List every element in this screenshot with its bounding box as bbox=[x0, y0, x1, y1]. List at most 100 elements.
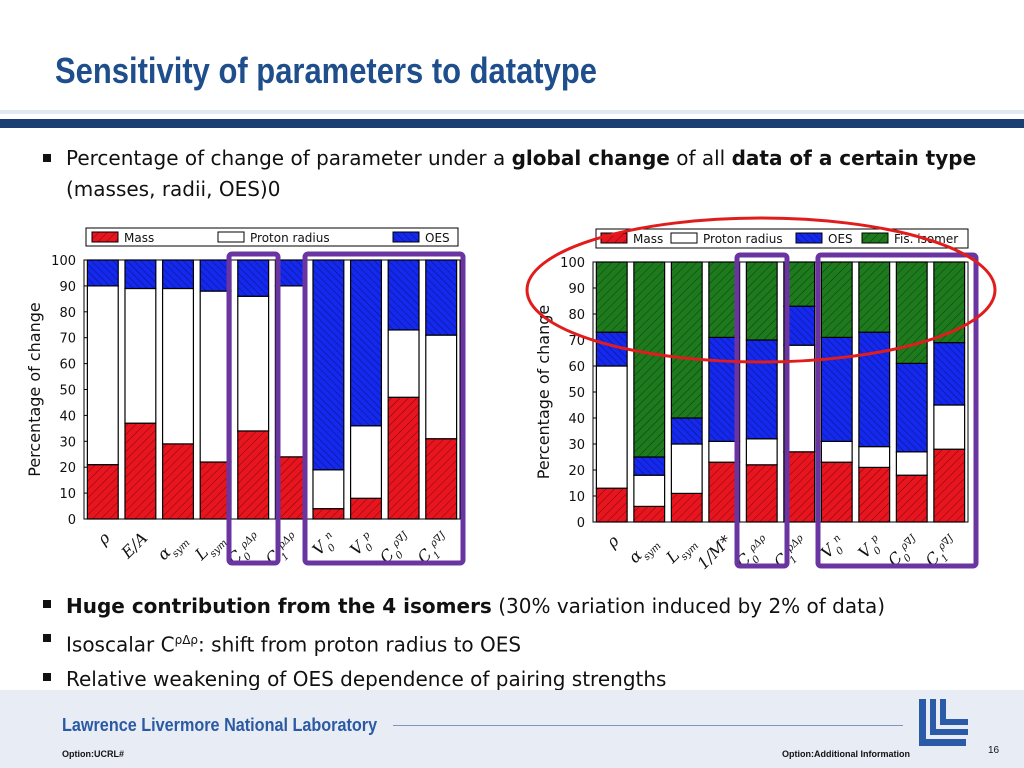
chart1-bar-proton-radius-3 bbox=[199, 290, 232, 463]
chart1-y-tick-label: 0 bbox=[68, 513, 76, 528]
chart2-y-tick-label: 30 bbox=[568, 438, 585, 453]
chart2-y-tick-label: 100 bbox=[560, 256, 585, 271]
chart1-bar-oes-6-hatch bbox=[312, 260, 344, 470]
intro-bullet: Percentage of change of parameter under … bbox=[40, 143, 990, 205]
chart2-tick-label-part: n bbox=[831, 532, 843, 544]
chart1-y-tick-label: 70 bbox=[59, 332, 76, 347]
chart1-y-tick-label: 100 bbox=[51, 254, 76, 269]
footer-left-note: Option:UCRL# bbox=[62, 749, 124, 759]
chart2-bar-mass-9-hatch bbox=[933, 449, 965, 522]
chart2-tick-label: ρ bbox=[602, 531, 623, 552]
chart2-bar-proton-radius-8 bbox=[895, 451, 928, 476]
chart1-bar-oes-9-hatch bbox=[425, 260, 457, 336]
chart2-bar-oes-4-hatch bbox=[746, 340, 778, 439]
intro-bullet-list: Percentage of change of parameter under … bbox=[40, 143, 990, 205]
chart2-bar-fis-isomer-0-hatch bbox=[596, 262, 628, 333]
chart1-group: 0 10 20 30 40 50 60 70 80 90 100 Percentage of chan… bbox=[25, 227, 461, 568]
chart2-tick-label-part: ρ∇J bbox=[898, 532, 919, 553]
chart1-tick-label-part: ρ∇J bbox=[389, 529, 410, 550]
chart1-bar-proton-radius-7 bbox=[349, 425, 383, 499]
chart1-bar-oes-4-hatch bbox=[237, 260, 269, 297]
chart2-bar-oes-7-hatch bbox=[858, 332, 890, 447]
chart2-tick-label-part: 1/M* bbox=[693, 531, 735, 573]
chart2-legend-label: Proton radius bbox=[703, 232, 783, 246]
chart2-tick-label-part: ρ∇J bbox=[935, 532, 956, 553]
chart2-y-tick-label: 20 bbox=[568, 464, 585, 479]
lab-name: Lawrence Livermore National Laboratory bbox=[62, 715, 378, 735]
chart2-bar-fis-isomer-4-hatch bbox=[746, 262, 778, 340]
finding-2-text: Isoscalar C bbox=[66, 632, 175, 657]
footer-divider bbox=[393, 725, 903, 726]
intro-text-2: of all bbox=[669, 146, 732, 170]
chart1-bar-proton-radius-0 bbox=[86, 285, 119, 466]
chart1-y-tick-label: 50 bbox=[59, 384, 76, 399]
chart2-bar-mass-7-hatch bbox=[858, 467, 890, 522]
chart2-bar-mass-6-hatch bbox=[821, 462, 853, 522]
chart2-tick-label-part: p bbox=[868, 532, 881, 545]
chart2-y-tick-label: 70 bbox=[568, 334, 585, 349]
highlight-fis-isomer-ellipse bbox=[525, 216, 997, 364]
chart2-y-tick-label: 50 bbox=[568, 386, 585, 401]
chart2-bar-oes-1-hatch bbox=[633, 457, 665, 476]
chart2-y-tick-label: 60 bbox=[568, 360, 585, 375]
finding-2-text-2: : shift from proton radius to OES bbox=[198, 632, 522, 657]
chart1-bar-mass-6-hatch bbox=[312, 508, 344, 519]
chart2-y-tick-label: 90 bbox=[568, 282, 585, 297]
chart1-bar-proton-radius-8 bbox=[387, 329, 420, 398]
chart1-tick-label-part: ρ∇J bbox=[427, 529, 448, 550]
chart2-bar-oes-9-hatch bbox=[933, 342, 965, 405]
chart2-tick-label: V0p bbox=[854, 531, 888, 565]
chart2-y-tick-label: 0 bbox=[577, 516, 585, 531]
chart1-tick-label-part: ρ bbox=[93, 528, 114, 549]
chart1-bar-proton-radius-2 bbox=[161, 287, 195, 445]
footer-right-note: Option:Additional Information bbox=[782, 749, 910, 759]
chart2-tick-label-part: ρΔρ bbox=[746, 532, 768, 554]
chart1-tick-label: E/A bbox=[117, 528, 151, 562]
chart1-tick-label: ρ bbox=[93, 528, 114, 549]
finding-1-text: (30% variation induced by 2% of data) bbox=[491, 594, 886, 618]
chart2-bar-mass-4-hatch bbox=[746, 464, 778, 522]
chart1-y-tick-label: 30 bbox=[59, 435, 76, 450]
chart1-bar-mass-8-hatch bbox=[388, 397, 420, 519]
title-rule-light bbox=[0, 110, 1024, 114]
chart2-bar-mass-2-hatch bbox=[671, 493, 703, 522]
findings-bullet-list: Huge contribution from the 4 isomers (30… bbox=[40, 589, 990, 696]
chart1-bar-mass-9-hatch bbox=[425, 438, 457, 519]
chart2-bar-mass-0-hatch bbox=[596, 488, 628, 522]
chart2-tick-label-part: ρ bbox=[602, 531, 623, 552]
chart2-legend-swatch-hatch bbox=[601, 233, 627, 243]
chart2-legend-label: OES bbox=[828, 232, 853, 246]
chart2-bar-mass-1-hatch bbox=[633, 506, 665, 522]
chart2-bar-fis-isomer-7-hatch bbox=[858, 262, 890, 333]
chart2-bar-oes-8-hatch bbox=[896, 363, 928, 452]
chart2-tick-label: αsym bbox=[625, 531, 664, 570]
chart2-bar-proton-radius-0 bbox=[595, 365, 628, 489]
chart2-bar-proton-radius-9 bbox=[933, 404, 966, 450]
chart2-bar-oes-2-hatch bbox=[671, 418, 703, 444]
chart1-tick-label: Lsym bbox=[190, 528, 229, 567]
chart1-bar-proton-radius-5 bbox=[274, 285, 307, 458]
highlight-pairing-chart1 bbox=[302, 251, 466, 566]
chart1-tick-label-part: p bbox=[360, 529, 373, 542]
chart1-y-tick-label: 80 bbox=[59, 306, 76, 321]
page-number: 16 bbox=[988, 745, 1000, 756]
chart1-y-tick-label: 40 bbox=[59, 409, 76, 424]
chart1-tick-label-part: n bbox=[322, 529, 334, 541]
chart2-bar-oes-6-hatch bbox=[821, 337, 853, 442]
chart1-bar-mass-1-hatch bbox=[124, 423, 156, 519]
chart1-legend-label: OES bbox=[425, 231, 450, 245]
chart1-y-tick-label: 60 bbox=[59, 358, 76, 373]
chart2-y-tick-label: 80 bbox=[568, 308, 585, 323]
footer-band bbox=[0, 690, 1024, 768]
chart2-tick-label: V0n bbox=[817, 531, 851, 565]
chart1-tick-label-part: E/A bbox=[117, 528, 151, 562]
highlight-c0-rho-chart1 bbox=[226, 251, 281, 566]
intro-bold-2: data of a certain type bbox=[731, 146, 977, 170]
chart2-bar-proton-radius-6 bbox=[820, 440, 853, 463]
chart1-bar-proton-radius-9 bbox=[425, 334, 458, 440]
chart2-legend-label: Mass bbox=[633, 232, 663, 246]
chart1-bar-proton-radius-6 bbox=[312, 469, 345, 510]
chart2-bar-proton-radius-7 bbox=[858, 446, 891, 469]
chart2-legend-swatch-proton-radius bbox=[670, 232, 698, 244]
